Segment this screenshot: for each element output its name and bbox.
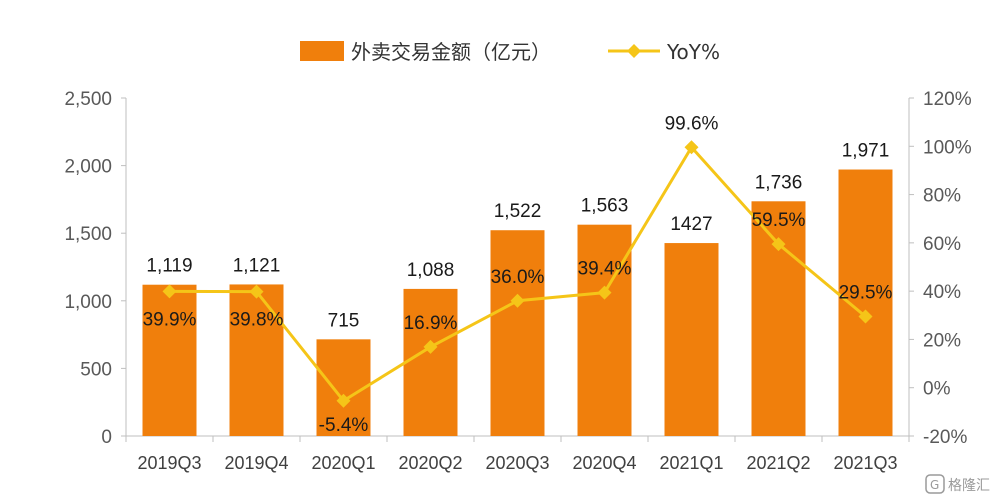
yoy-value-label: 29.5% xyxy=(839,282,893,303)
bar-value-label: 1,736 xyxy=(755,172,803,193)
bar-value-label: 1,119 xyxy=(146,256,192,277)
yoy-line xyxy=(162,140,873,408)
gelonghui-logo-icon xyxy=(925,474,945,494)
right-axis-tick-label: 120% xyxy=(923,89,972,110)
bar-value-label: 1427 xyxy=(670,214,712,235)
yoy-point xyxy=(249,284,264,299)
x-axis-category-label: 2021Q1 xyxy=(659,453,723,473)
legend-bar-label: 外卖交易金额（亿元） xyxy=(351,40,551,64)
bar xyxy=(751,201,806,436)
x-axis-category-label: 2020Q4 xyxy=(572,453,636,473)
right-axis-tick-label: 0% xyxy=(923,379,951,400)
left-axis-tick-label: 2,500 xyxy=(64,89,112,110)
bars xyxy=(142,169,893,436)
right-axis-tick-label: 20% xyxy=(923,330,961,351)
bar xyxy=(229,284,284,436)
yoy-point xyxy=(858,309,873,324)
bar-value-label: 1,971 xyxy=(842,141,890,162)
legend-line-label: YoY% xyxy=(666,40,720,64)
data-labels: 1,119 1,121 715 1,088 1,522 1,563 1427 1,736 1,9… xyxy=(143,113,893,436)
bar xyxy=(142,284,197,436)
x-axis-category-label: 2021Q3 xyxy=(833,453,897,473)
right-axis-tick-label: -20% xyxy=(923,427,967,448)
yoy-point xyxy=(510,293,525,308)
watermark-logo-glyph: G xyxy=(930,478,939,492)
left-axis-tick-label: 2,000 xyxy=(64,157,112,178)
yoy-value-label: 36.0% xyxy=(491,267,545,288)
yoy-point xyxy=(336,393,351,408)
right-axis-tick-label: 40% xyxy=(923,282,961,303)
x-axis-category-label: 2021Q2 xyxy=(746,453,810,473)
legend: 外卖交易金额（亿元） YoY% xyxy=(300,40,720,64)
yoy-point xyxy=(771,237,786,252)
bar-value-label: 1,563 xyxy=(581,196,629,217)
x-axis-category-label: 2020Q1 xyxy=(311,453,375,473)
x-axis-category-label: 2020Q3 xyxy=(485,453,549,473)
yoy-point xyxy=(684,140,699,155)
yoy-value-label: 99.6% xyxy=(665,113,719,134)
left-axis-tick-label: 1,500 xyxy=(64,224,112,245)
yoy-value-label: 39.8% xyxy=(230,310,284,331)
watermark-text: 格隆汇 xyxy=(948,478,990,494)
yoy-point xyxy=(162,284,177,299)
bar-value-label: 1,088 xyxy=(407,260,455,281)
bar xyxy=(403,288,458,436)
yoy-value-label: 39.9% xyxy=(143,309,197,330)
bar-value-label: 1,522 xyxy=(494,201,542,222)
right-axis-tick-label: 100% xyxy=(923,137,972,158)
left-axis-tick-label: 0 xyxy=(101,427,112,448)
yoy-value-label: 39.4% xyxy=(578,259,632,280)
x-axis-category-label: 2020Q2 xyxy=(398,453,462,473)
yoy-value-label: -5.4% xyxy=(319,415,369,436)
yoy-value-label: 16.9% xyxy=(404,313,458,334)
x-axis-category-label: 2019Q3 xyxy=(137,453,201,473)
bar xyxy=(490,230,545,436)
yoy-point xyxy=(597,285,612,300)
legend-bar-swatch xyxy=(300,41,344,61)
bar xyxy=(664,243,719,436)
yoy-value-label: 59.5% xyxy=(752,210,806,231)
x-axis-category-label: 2019Q4 xyxy=(224,453,288,473)
right-axis-tick-label: 60% xyxy=(923,234,961,255)
bar-value-label: 1,121 xyxy=(233,255,281,276)
bar xyxy=(577,224,632,436)
right-axis-tick-label: 80% xyxy=(923,186,961,207)
left-axis-tick-label: 500 xyxy=(80,359,112,380)
bar xyxy=(316,339,371,436)
legend-diamond-marker xyxy=(627,44,641,58)
yoy-point xyxy=(423,339,438,354)
axes: 0 500 1,000 1,500 2,000 2,500 -20% 0% 20% 40% 60% 8… xyxy=(64,89,971,473)
bar-value-label: 715 xyxy=(328,310,360,331)
left-axis-tick-label: 1,000 xyxy=(64,292,112,313)
watermark: G 格隆汇 xyxy=(925,474,990,494)
